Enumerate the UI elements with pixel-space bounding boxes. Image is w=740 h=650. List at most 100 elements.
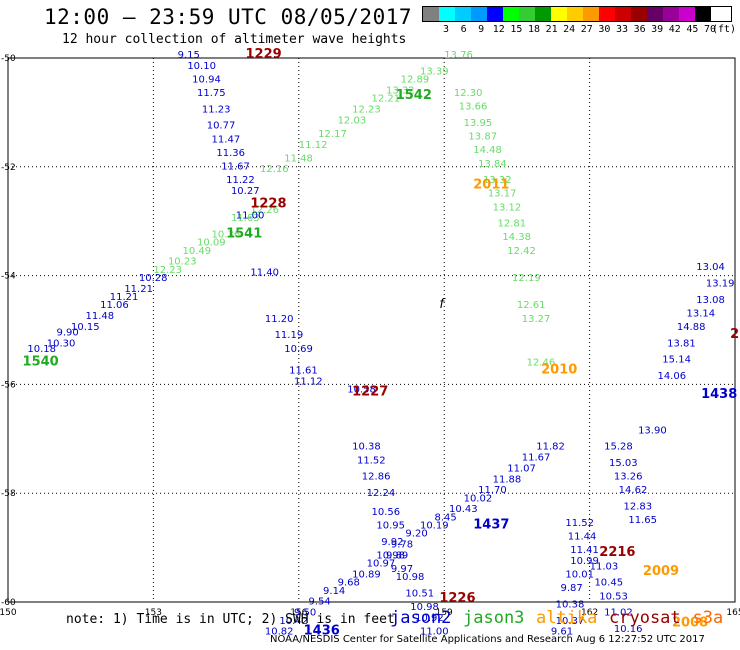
swh-value-label: 10.99 (570, 556, 599, 567)
footer-note: note: 1) Time is in UTC; 2) SWH is in fe… (66, 612, 395, 627)
swh-value-label: 11.52 (357, 455, 386, 466)
swh-value-label: 11.65 (628, 515, 657, 526)
swh-value-label: 11.03 (590, 561, 619, 572)
swh-value-label: 10.19 (420, 521, 449, 532)
swh-value-label: 11.21 (124, 284, 153, 295)
swh-value-label: 10.27 (231, 186, 260, 197)
swh-value-label: 10.69 (284, 344, 313, 355)
swh-value-label: 10.09 (197, 238, 226, 249)
legend-swatch-12 (615, 7, 631, 21)
swh-value-label: 12.03 (338, 115, 367, 126)
satellite-legend-cryosat: cryosat (609, 608, 681, 628)
swh-value-label: 11.40 (250, 268, 279, 279)
swh-value-label: 9.50 (294, 608, 316, 619)
legend-label: 18 (527, 24, 541, 35)
swh-value-label: 13.66 (459, 102, 488, 113)
swh-value-label: 9.68 (338, 578, 360, 589)
swh-value-label: 10.49 (182, 246, 211, 257)
lon-tick-label: 159 (436, 608, 453, 618)
lat-tick-label: -56 (1, 380, 16, 390)
swh-value-label: 11.48 (284, 153, 313, 164)
swh-value-label: 10.98 (410, 602, 439, 613)
legend-swatch-10 (583, 7, 599, 21)
swh-value-label: 13.17 (488, 189, 517, 200)
pass-number-label: 2011 (473, 178, 509, 193)
legend-swatch-13 (631, 7, 647, 21)
swh-value-label: 10.89 (352, 570, 381, 581)
swh-value-label: 12.23 (153, 265, 182, 276)
legend-swatch-17 (695, 7, 711, 21)
swh-value-label: 11.20 (265, 314, 294, 325)
lat-tick-label: -54 (1, 272, 16, 282)
legend-swatch-11 (599, 7, 615, 21)
swh-value-label: 12.61 (517, 300, 546, 311)
swh-value-label: 15.03 (609, 458, 638, 469)
swh-value-label: 9.61 (551, 627, 573, 638)
pass-number-label: 2009 (643, 564, 679, 579)
legend-label: 36 (633, 24, 646, 35)
swh-value-label: 12.23 (352, 104, 381, 115)
swh-value-label: 12.81 (498, 219, 527, 230)
legend-swatch-6 (519, 7, 535, 21)
swh-value-label: 11.19 (275, 330, 304, 341)
swh-value-label: 13.84 (478, 159, 507, 170)
swh-value-label: 10.01 (565, 570, 594, 581)
lat-tick-label: -52 (1, 163, 16, 173)
swh-value-label: 11.36 (216, 148, 245, 159)
legend-label: 70 (703, 24, 717, 35)
swh-value-label: 9.54 (308, 597, 330, 608)
swh-value-label: 10.94 (192, 74, 221, 85)
swh-value-label: 10.36 (212, 230, 241, 241)
swh-value-label: 10.98 (396, 572, 425, 583)
swh-value-label: 13.26 (614, 472, 643, 483)
legend-label: 6 (460, 24, 467, 35)
legend-label: 12 (492, 24, 505, 35)
swh-value-label: 11.67 (221, 162, 250, 173)
swh-value-label: 12.19 (512, 273, 541, 284)
satellite-legend-altika: altika (536, 608, 598, 628)
swh-value-label: 10.23 (168, 257, 197, 268)
pass-number-label: 2215 (730, 327, 740, 342)
swh-value-label: 12.21 (372, 94, 401, 105)
swh-value-label: 10.51 (405, 589, 434, 600)
swh-value-label: 12.17 (318, 129, 347, 140)
legend-color-scale (422, 6, 732, 22)
swh-value-label: 11.70 (478, 485, 507, 496)
legend-label: 33 (615, 24, 629, 35)
swh-value-label: 14.48 (473, 145, 502, 156)
swh-value-label: 11.00 (236, 210, 265, 221)
swh-value-label: 9.89 (386, 550, 408, 561)
swh-value-label: 9.14 (323, 586, 345, 597)
swh-value-label: 13.87 (468, 132, 497, 143)
swh-value-label: 15.14 (662, 355, 691, 366)
lon-tick-label: 156 (290, 608, 307, 618)
swh-value-label: 12.46 (527, 357, 556, 368)
legend-tick-labels: 3 6 9 12 15 18 21 24 27 30 33 36 39 42 45 70 (422, 22, 732, 36)
swh-value-label: 10.56 (372, 507, 401, 518)
legend-label: 21 (545, 24, 558, 35)
swh-value-label: 13.81 (667, 338, 696, 349)
swh-value-label: 11.61 (289, 366, 318, 377)
pass-number-label: 2216 (599, 545, 635, 560)
lon-tick-label: 165 (726, 608, 740, 618)
swh-value-label: 9.90 (56, 327, 78, 338)
swh-value-label: 10.02 (464, 493, 493, 504)
pass-number-label: 1436 (304, 624, 340, 639)
swh-value-label: 13.32 (386, 85, 415, 96)
swh-value-label: 9.97 (391, 564, 413, 575)
legend-label: 27 (580, 24, 593, 35)
swh-value-label: 10.18 (27, 344, 56, 355)
swh-value-label: 13.39 (420, 66, 449, 77)
legend-label: 39 (651, 24, 664, 35)
color-legend: 3 6 9 12 15 18 21 24 27 30 33 36 39 42 45 70 (ft) (422, 6, 736, 36)
swh-value-label: 9.78 (391, 540, 413, 551)
legend-label: 3 (442, 24, 450, 35)
pass-number-label: 1540 (23, 354, 59, 369)
legend-swatch-14 (647, 7, 663, 21)
swh-value-label: 13.76 (444, 50, 473, 61)
legend-swatch-7 (535, 7, 551, 21)
swh-value-label: 10.38 (352, 442, 381, 453)
footer-credit: NOAA/NESDIS Center for Satellite Applica… (270, 634, 705, 645)
swh-value-label: 13.14 (687, 308, 716, 319)
swh-value-label: 11.67 (522, 453, 551, 464)
